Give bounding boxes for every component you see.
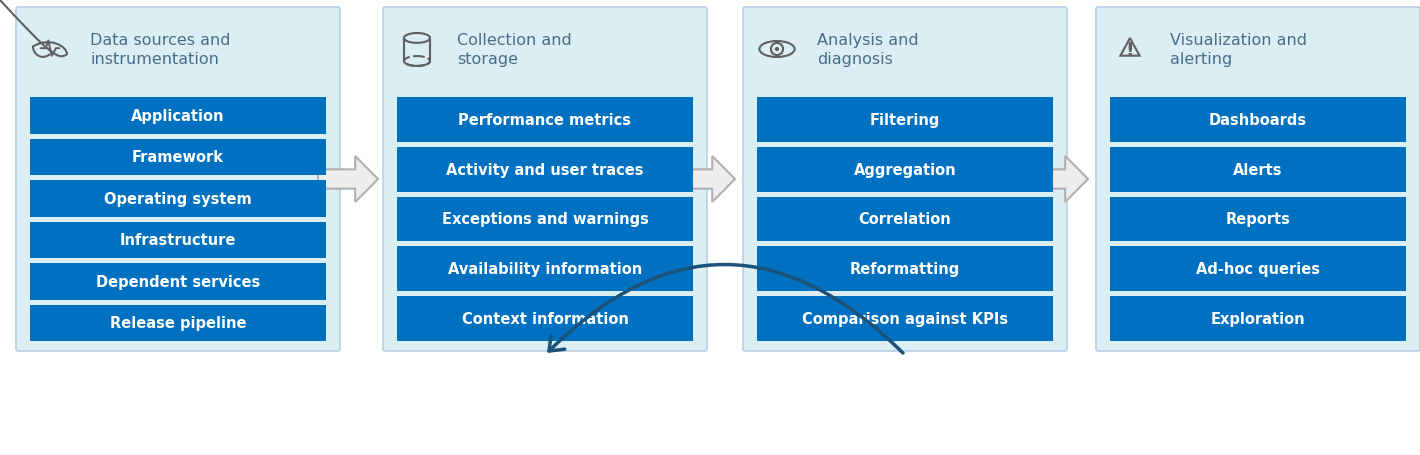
Text: Ad-hoc queries: Ad-hoc queries	[1196, 262, 1321, 277]
Text: Availability information: Availability information	[447, 262, 642, 277]
Text: Collection and
storage: Collection and storage	[457, 32, 572, 67]
Text: Reformatting: Reformatting	[851, 262, 960, 277]
Polygon shape	[674, 157, 736, 202]
Text: Dashboards: Dashboards	[1208, 113, 1306, 127]
Text: Aggregation: Aggregation	[853, 162, 956, 177]
FancyBboxPatch shape	[743, 8, 1066, 351]
FancyBboxPatch shape	[16, 8, 339, 351]
Text: Context information: Context information	[462, 311, 629, 326]
Text: Application: Application	[131, 108, 224, 123]
FancyArrowPatch shape	[550, 265, 903, 353]
FancyBboxPatch shape	[398, 197, 693, 242]
Text: Framework: Framework	[132, 150, 224, 165]
FancyBboxPatch shape	[30, 263, 327, 300]
Text: Activity and user traces: Activity and user traces	[446, 162, 643, 177]
FancyBboxPatch shape	[383, 8, 707, 351]
Text: Analysis and
diagnosis: Analysis and diagnosis	[816, 32, 919, 67]
Text: Dependent services: Dependent services	[97, 274, 260, 289]
Text: Exceptions and warnings: Exceptions and warnings	[442, 212, 649, 227]
FancyBboxPatch shape	[757, 247, 1054, 292]
FancyBboxPatch shape	[757, 297, 1054, 341]
Text: Filtering: Filtering	[870, 113, 940, 127]
Text: Visualization and
alerting: Visualization and alerting	[1170, 32, 1306, 67]
Text: Performance metrics: Performance metrics	[459, 113, 632, 127]
FancyBboxPatch shape	[1110, 247, 1406, 292]
FancyBboxPatch shape	[1096, 8, 1420, 351]
FancyBboxPatch shape	[757, 197, 1054, 242]
FancyBboxPatch shape	[1110, 197, 1406, 242]
FancyBboxPatch shape	[1110, 297, 1406, 341]
FancyBboxPatch shape	[30, 222, 327, 258]
Text: Infrastructure: Infrastructure	[119, 233, 236, 248]
FancyBboxPatch shape	[398, 98, 693, 142]
Text: Comparison against KPIs: Comparison against KPIs	[802, 311, 1008, 326]
FancyBboxPatch shape	[398, 247, 693, 292]
FancyBboxPatch shape	[757, 98, 1054, 142]
FancyBboxPatch shape	[757, 147, 1054, 192]
FancyBboxPatch shape	[398, 297, 693, 341]
Text: Correlation: Correlation	[859, 212, 951, 227]
Text: Exploration: Exploration	[1211, 311, 1305, 326]
Text: Release pipeline: Release pipeline	[109, 316, 246, 330]
FancyBboxPatch shape	[30, 305, 327, 341]
FancyBboxPatch shape	[398, 147, 693, 192]
Text: Reports: Reports	[1225, 212, 1291, 227]
FancyBboxPatch shape	[1110, 147, 1406, 192]
Circle shape	[775, 48, 780, 52]
Text: Data sources and
instrumentation: Data sources and instrumentation	[89, 32, 230, 67]
Polygon shape	[318, 157, 378, 202]
FancyBboxPatch shape	[30, 139, 327, 176]
Ellipse shape	[405, 34, 430, 44]
Polygon shape	[1028, 157, 1088, 202]
FancyBboxPatch shape	[1110, 98, 1406, 142]
Text: !: !	[1126, 41, 1135, 60]
Text: Alerts: Alerts	[1233, 162, 1282, 177]
FancyBboxPatch shape	[30, 98, 327, 134]
FancyBboxPatch shape	[30, 181, 327, 217]
Text: Operating system: Operating system	[104, 192, 251, 206]
